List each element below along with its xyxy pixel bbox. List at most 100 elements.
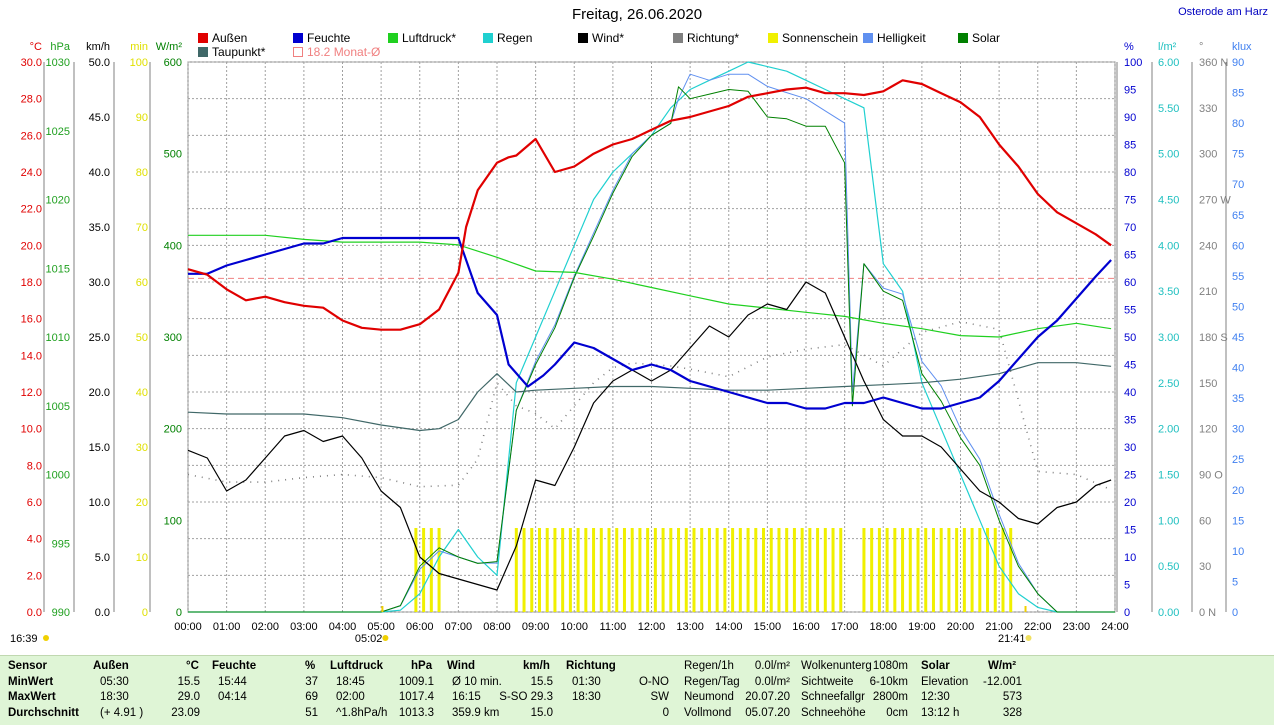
sunshine-bar (437, 528, 441, 612)
footer-cell: Vollmond (684, 707, 732, 719)
y-tick-left-1: 1020 (46, 195, 70, 207)
footer-cell: 15.5 (530, 676, 553, 688)
statistics-footer: Sensor Außen °C Feuchte% Luftdruck hPa Wind km/… (0, 655, 1274, 725)
x-tick-label: 19:00 (908, 621, 936, 633)
x-tick-label: 13:00 (676, 621, 704, 633)
y-tick-right-1: 5.00 (1158, 149, 1179, 161)
footer-cell: 0cm (886, 707, 908, 719)
chart-title: Freitag, 26.06.2020 (571, 6, 703, 23)
y-tick-right-0: 55 (1124, 305, 1136, 317)
y-tick-left-3: 10 (136, 552, 148, 564)
y-tick-right-2: 30 (1199, 561, 1211, 573)
sunshine-bar (947, 528, 951, 612)
sunshine-bar (970, 528, 974, 612)
x-tick-label: 06:00 (406, 621, 434, 633)
y-tick-right-3: 35 (1232, 393, 1244, 405)
sun-icon (43, 635, 49, 641)
y-tick-left-1: 1025 (46, 126, 70, 138)
sunshine-bar (592, 528, 596, 612)
y-tick-right-3: 55 (1232, 271, 1244, 283)
y-tick-left-2: 50.0 (89, 57, 110, 69)
footer-cell: 15.0 (530, 707, 553, 719)
y-tick-left-2: 45.0 (89, 112, 110, 124)
legend-label: Richtung* (687, 31, 740, 45)
y-tick-left-4: 100 (164, 515, 182, 527)
legend-item: Helligkeit (863, 31, 926, 45)
sunshine-bar (962, 528, 966, 612)
footer-cell: 1013.3 (398, 707, 434, 719)
sunshine-bar (1001, 528, 1005, 612)
sunshine-bar (584, 528, 588, 612)
series-line-helligkeit (188, 73, 1115, 613)
sunshine-bar (908, 528, 912, 612)
sunshine-bar (823, 528, 827, 612)
y-tick-right-3: 85 (1232, 88, 1244, 100)
sunshine-bar (700, 528, 704, 612)
y-unit-right-2: ° (1199, 41, 1203, 53)
sunshine-bar (707, 528, 711, 612)
sunshine-bar (839, 528, 843, 612)
y-tick-right-0: 70 (1124, 222, 1136, 234)
sunshine-bar (692, 528, 696, 612)
y-tick-right-0: 10 (1124, 552, 1136, 564)
legend-swatch (293, 33, 303, 43)
y-tick-right-1: 2.00 (1158, 424, 1179, 436)
y-tick-left-1: 990 (52, 607, 70, 619)
y-tick-left-1: 1005 (46, 401, 70, 413)
footer-cell: 02:00 (336, 691, 365, 703)
footer-cell: Sichtweite (801, 676, 854, 688)
sunshine-bar (885, 528, 889, 612)
y-tick-right-0: 45 (1124, 360, 1136, 372)
footer-cell: Wolkenunterg (801, 660, 872, 672)
sunshine-bar (870, 528, 874, 612)
sunrise-label: 05:02 (355, 633, 383, 645)
x-tick-label: 10:00 (560, 621, 588, 633)
y-tick-right-1: 3.00 (1158, 332, 1179, 344)
footer-cell: O-NO (638, 676, 669, 688)
y-tick-right-3: 0 (1232, 607, 1238, 619)
footer-cell: 359.9 km (452, 707, 500, 719)
y-tick-right-3: 5 (1232, 576, 1238, 588)
y-tick-left-0: 22.0 (21, 204, 42, 216)
y-tick-left-0: 28.0 (21, 94, 42, 106)
footer-cell: 2800m (872, 691, 908, 703)
x-tick-label: 08:00 (483, 621, 511, 633)
y-tick-right-0: 65 (1124, 250, 1136, 262)
y-tick-right-1: 6.00 (1158, 57, 1179, 69)
sunshine-bar (622, 528, 626, 612)
series-line-regen (188, 61, 1115, 613)
footer-row-label: MaxWert (8, 691, 56, 703)
y-tick-right-1: 4.50 (1158, 195, 1179, 207)
footer-cell: (+ 4.91 ) (100, 707, 144, 719)
y-tick-right-2: 210 (1199, 286, 1217, 298)
legend-label: Außen (212, 31, 248, 45)
y-tick-right-0: 5 (1124, 580, 1130, 592)
sunshine-bar (808, 528, 812, 612)
sunshine-bar (669, 528, 673, 612)
sunshine-bar (715, 528, 719, 612)
y-unit-right-0: % (1124, 41, 1134, 53)
y-unit-left-2: km/h (86, 41, 110, 53)
sunshine-bar (653, 528, 657, 612)
footer-header: Sensor (8, 660, 47, 672)
legend-item: Richtung* (673, 31, 739, 45)
legend-swatch (768, 33, 778, 43)
location-link[interactable]: Osterode am Harz (1178, 6, 1268, 18)
y-tick-right-1: 2.50 (1158, 378, 1179, 390)
x-tick-label: 20:00 (947, 621, 975, 633)
sunshine-bar (638, 528, 642, 612)
legend-label: Luftdruck* (402, 31, 457, 45)
footer-cell: 15.5 (177, 676, 200, 688)
sunshine-bar (792, 528, 796, 612)
y-tick-right-3: 60 (1232, 240, 1244, 252)
series-line-luftdruck (188, 234, 1112, 338)
sunshine-bar (646, 528, 650, 612)
y-tick-left-2: 10.0 (89, 497, 110, 509)
y-tick-right-3: 65 (1232, 210, 1244, 222)
x-tick-label: 17:00 (831, 621, 859, 633)
sunshine-bar (931, 528, 935, 612)
sunshine-bar (762, 528, 766, 612)
y-unit-right-1: l/m² (1158, 41, 1177, 53)
footer-cell: 16:15 (452, 691, 481, 703)
y-tick-right-1: 1.00 (1158, 515, 1179, 527)
